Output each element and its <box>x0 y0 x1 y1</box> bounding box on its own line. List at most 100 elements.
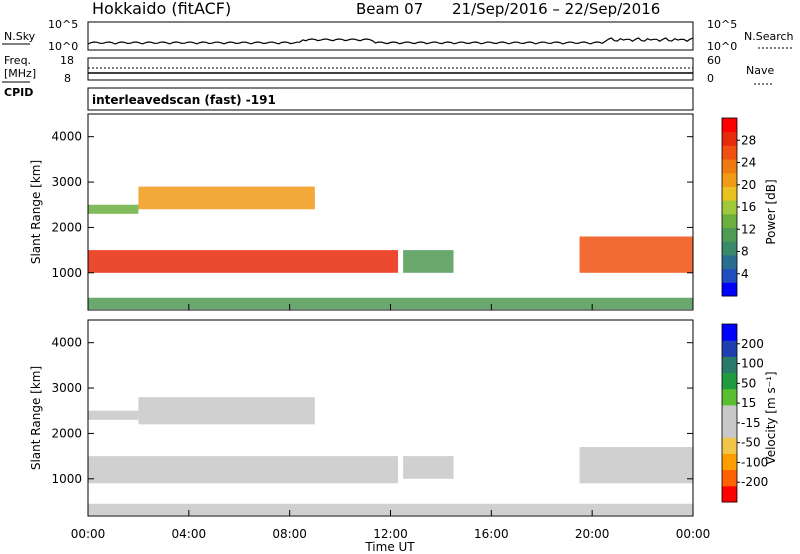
y-tick-label: 2000 <box>51 426 82 440</box>
colorbar-segment <box>722 437 737 454</box>
time-axis-label: Time UT <box>364 540 415 554</box>
velocity-axis-ticks: 1000 2000 3000 4000 <box>51 336 693 486</box>
colorbar-segment <box>722 186 737 201</box>
region-main-band <box>88 456 399 484</box>
colorbar-tick-label: -100 <box>741 455 768 469</box>
colorbar-segment <box>722 340 737 357</box>
cpid-panel-frame <box>87 87 694 111</box>
colorbar-tick-label: 8 <box>741 245 749 259</box>
freq-panel-frame <box>87 57 694 81</box>
nave-label: Nave <box>746 64 774 77</box>
colorbar-tick-label: 24 <box>741 156 756 170</box>
x-tick-label: 12:00 <box>373 527 408 541</box>
freq-tick-bottom: 8 <box>64 72 71 85</box>
x-tick-label: 00:00 <box>71 527 106 541</box>
region-mid-cluster <box>403 250 454 273</box>
region-evening-band <box>579 236 693 273</box>
sky-panel-frame <box>87 21 694 51</box>
y-tick-label: 2000 <box>51 220 82 234</box>
colorbar-segment <box>722 213 737 229</box>
sky-tick-bottom-left: 10^0 <box>48 40 78 53</box>
time-axis-ticks: 00:00 04:00 08:00 12:00 16:00 20:00 00:00 <box>71 304 711 541</box>
colorbar-segment <box>722 131 737 146</box>
region-upper-band <box>138 397 315 425</box>
power-panel-frame <box>87 113 694 311</box>
station-title: Hokkaido (fitACF) <box>92 0 231 18</box>
nave-tick-top: 60 <box>707 54 721 67</box>
x-tick-label: 16:00 <box>474 527 509 541</box>
colorbar-segment <box>722 453 737 471</box>
colorbar-segment <box>722 227 737 242</box>
colorbar-frame <box>721 323 738 503</box>
colorbar-tick-label: 200 <box>741 337 764 351</box>
region-near-range <box>88 503 693 516</box>
sky-tick-bottom-right: 10^0 <box>707 40 737 53</box>
colorbar-segment <box>722 118 737 133</box>
colorbar-segment <box>722 404 737 422</box>
velocity-colorbar: -200 -100 -50 -15 15 50 100 200 <box>721 323 768 503</box>
nave-tick-bottom: 0 <box>707 72 714 85</box>
colorbar-tick-label: 12 <box>741 222 756 236</box>
colorbar-tick-label: 4 <box>741 267 749 281</box>
colorbar-segment <box>722 485 737 503</box>
sky-noise-trace <box>87 37 694 45</box>
sky-tick-top-left: 10^5 <box>48 18 78 31</box>
x-tick-label: 00:00 <box>676 527 711 541</box>
colorbar-segment <box>722 324 737 341</box>
sky-label: N.Sky <box>4 30 36 43</box>
region-near-range <box>88 297 693 310</box>
power-ylabel: Slant Range [km] <box>29 160 43 264</box>
colorbar-segment <box>722 356 737 374</box>
colorbar-tick-label: 16 <box>741 200 756 214</box>
velocity-colorbar-label: Velocity [m s⁻¹] <box>764 371 778 464</box>
colorbar-tick-label: -15 <box>741 416 761 430</box>
power-panel: 1000 2000 3000 4000 Slant Range [km] 4 8 12 16… <box>29 113 778 311</box>
region-main-band <box>88 250 399 273</box>
beam-label: Beam 07 <box>356 0 423 18</box>
freq-unit-label: [MHz] <box>4 67 36 80</box>
y-tick-label: 4000 <box>51 130 82 144</box>
colorbar-tick-label: -50 <box>741 436 761 450</box>
x-tick-label: 04:00 <box>172 527 207 541</box>
colorbar-segment <box>722 282 737 297</box>
colorbar-segment <box>722 159 737 174</box>
colorbar-segment <box>722 421 737 438</box>
colorbar-segment <box>722 388 737 406</box>
region-upper-band <box>138 186 315 210</box>
velocity-panel: 1000 2000 3000 4000 Slant Range [km] -200 -1… <box>29 319 778 517</box>
velocity-data-regions <box>88 397 693 516</box>
power-colorbar-label: Power [dB] <box>764 179 778 244</box>
colorbar-segment <box>722 145 737 160</box>
region-dawn-edge <box>88 410 139 420</box>
velocity-ylabel: Slant Range [km] <box>29 366 43 470</box>
freq-label: Freq. <box>4 54 31 67</box>
region-mid-cluster <box>403 456 454 479</box>
colorbar-segment <box>722 268 737 283</box>
colorbar-segment <box>722 241 737 256</box>
colorbar-segment <box>722 200 737 215</box>
y-tick-label: 4000 <box>51 336 82 350</box>
power-axis-ticks: 1000 2000 3000 4000 <box>51 130 693 280</box>
search-label: N.Search <box>744 30 794 43</box>
y-tick-label: 1000 <box>51 472 82 486</box>
colorbar-segment <box>722 254 737 270</box>
cpid-label: CPID <box>4 86 33 99</box>
y-tick-label: 3000 <box>51 175 82 189</box>
x-tick-label: 20:00 <box>575 527 610 541</box>
y-tick-label: 3000 <box>51 381 82 395</box>
colorbar-tick-label: -200 <box>741 475 768 489</box>
colorbar-tick-label: 50 <box>741 376 756 390</box>
region-dawn-edge <box>88 204 139 214</box>
colorbar-segment <box>722 469 737 487</box>
colorbar-tick-label: 15 <box>741 396 756 410</box>
colorbar-tick-label: 100 <box>741 357 764 371</box>
freq-tick-top: 18 <box>60 54 74 67</box>
colorbar-tick-label: 20 <box>741 178 756 192</box>
colorbar-segment <box>722 172 737 187</box>
date-range: 21/Sep/2016 – 22/Sep/2016 <box>452 0 660 18</box>
cpid-text: interleavedscan (fast) -191 <box>92 93 276 107</box>
x-tick-label: 08:00 <box>272 527 307 541</box>
power-data-regions <box>88 186 693 310</box>
y-tick-label: 1000 <box>51 266 82 280</box>
